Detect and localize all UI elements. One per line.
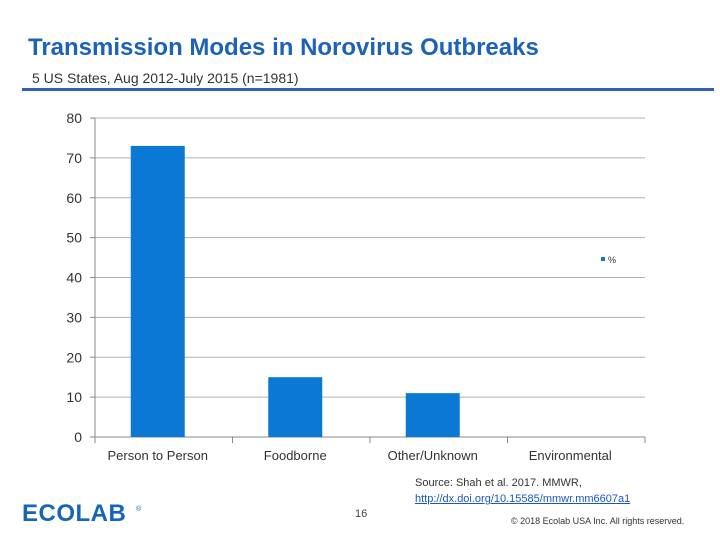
title-divider: [22, 88, 714, 91]
y-tick-label: 10: [66, 389, 82, 405]
slide-title: Transmission Modes in Norovirus Outbreak…: [28, 34, 539, 61]
page-number: 16: [355, 508, 368, 520]
x-category-label: Person to Person: [108, 448, 208, 463]
copyright-notice: © 2018 Ecolab USA Inc. All rights reserv…: [511, 516, 685, 526]
y-tick-label: 40: [66, 270, 82, 286]
y-tick-label: 50: [66, 230, 82, 246]
x-category-label: Environmental: [529, 448, 612, 463]
bar-other-unknown: [405, 393, 460, 437]
registered-mark-icon: ®: [136, 505, 142, 513]
source-text: Source: Shah et al. 2017. MMWR,: [415, 477, 582, 489]
y-tick-label: 60: [66, 190, 82, 206]
y-tick-label: 80: [66, 110, 82, 126]
legend-swatch: [601, 257, 605, 261]
slide-subtitle: 5 US States, Aug 2012-July 2015 (n=1981): [32, 70, 299, 86]
y-tick-label: 30: [66, 309, 82, 325]
bars: [130, 145, 460, 437]
x-category-label: Foodborne: [264, 448, 327, 463]
source-citation: Source: Shah et al. 2017. MMWR, http://d…: [415, 475, 630, 507]
bar-chart: 0 10 20 30 40 50 60 70 80 Person to Person Foodbo…: [66, 110, 646, 463]
bar-person-to-person: [130, 145, 185, 437]
legend-label: %: [608, 255, 616, 265]
legend: %: [601, 255, 616, 265]
ecolab-logo: ECOLAB ®: [22, 500, 142, 527]
y-axis-ticks: 0 10 20 30 40 50 60 70 80: [66, 110, 82, 445]
ecolab-logo-text: ECOLAB: [22, 500, 126, 527]
source-link[interactable]: http://dx.doi.org/10.15585/mmwr.mm6607a1: [415, 493, 631, 505]
y-tick-label: 20: [66, 349, 82, 365]
x-category-label: Other/Unknown: [388, 448, 478, 463]
bar-foodborne: [268, 377, 323, 437]
x-axis-labels: Person to Person Foodborne Other/Unknown En…: [94, 437, 646, 463]
y-tick-label: 70: [66, 150, 82, 166]
y-tick-label: 0: [74, 429, 82, 445]
